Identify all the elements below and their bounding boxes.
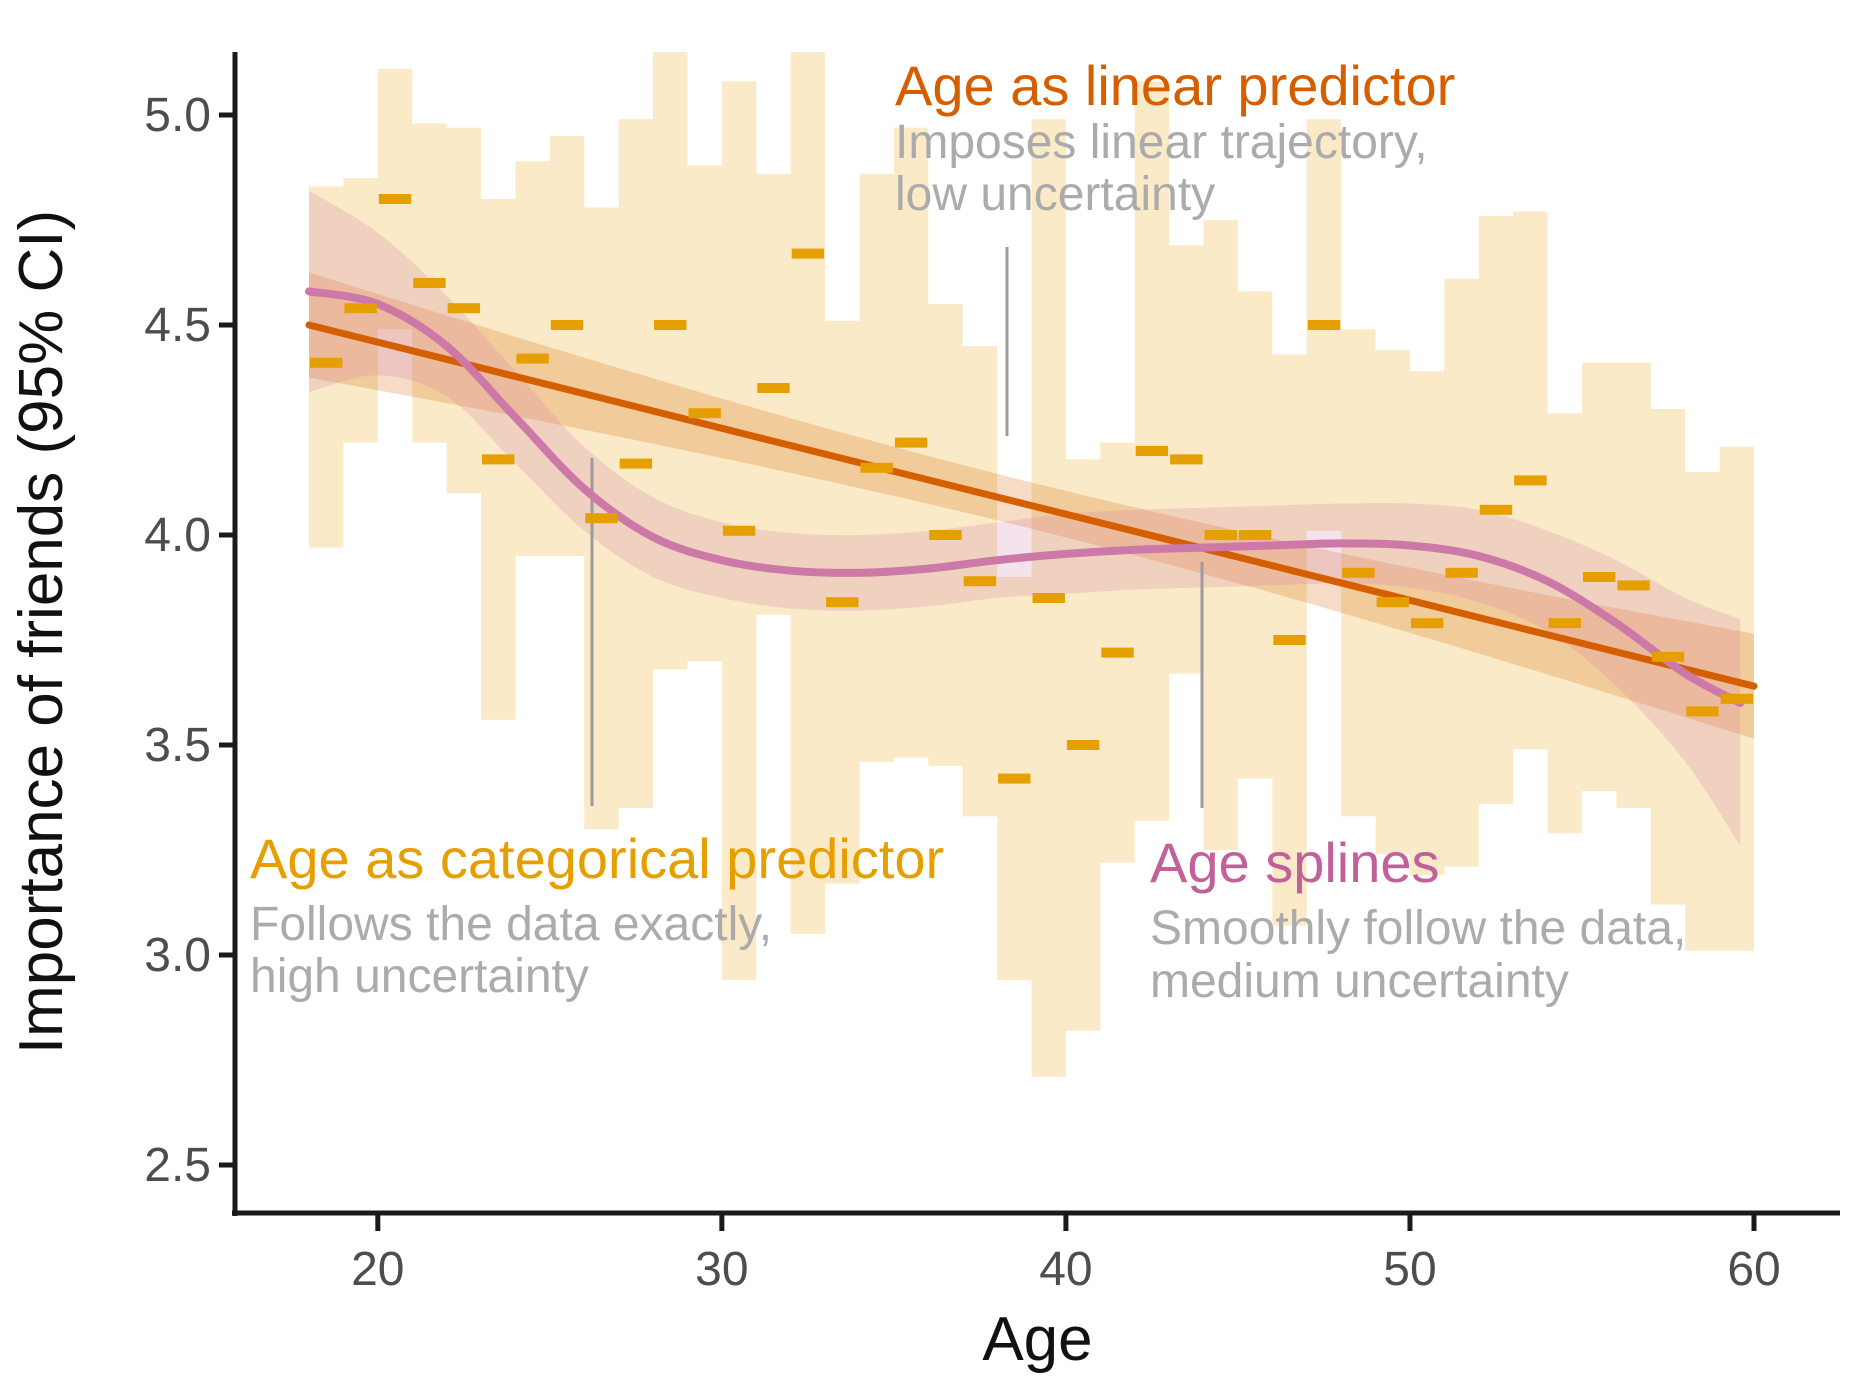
mean-dash [447, 303, 481, 314]
mean-dash [378, 194, 412, 204]
mean-dash [1307, 320, 1341, 330]
mean-dash [1720, 693, 1754, 704]
mean-dash [1101, 647, 1134, 658]
x-axis-title: Age [982, 1305, 1092, 1374]
mean-dash [688, 408, 721, 419]
mean-dash [1582, 572, 1616, 582]
mean-dash [998, 773, 1031, 784]
annotation-subtitle-categorical-2: high uncertainty [250, 950, 589, 1003]
mean-dash [1514, 475, 1547, 486]
y-tick-label: 2.5 [144, 1139, 211, 1192]
mean-dash [1410, 618, 1444, 629]
mean-dash [1445, 567, 1478, 578]
mean-dash [826, 597, 859, 608]
mean-dash [516, 353, 549, 364]
linear-fit-line [305, 321, 1758, 690]
y-tick-label: 3.0 [144, 929, 211, 982]
annotation-subtitle-categorical-1: Follows the data exactly, [250, 898, 772, 951]
mean-dash [344, 303, 377, 314]
y-tick-label: 4.5 [144, 299, 211, 352]
mean-dash [1204, 530, 1237, 540]
mean-dash [310, 357, 343, 368]
ci-band [756, 173, 791, 615]
y-tick-label: 5.0 [144, 89, 211, 142]
y-tick-label: 3.5 [144, 719, 211, 772]
mean-dash [860, 462, 893, 473]
ci-band [790, 52, 826, 934]
mean-dash [1617, 580, 1650, 591]
mean-dash [1548, 618, 1581, 629]
mean-dash [654, 320, 687, 330]
mean-dash [1135, 446, 1169, 456]
mean-dash [1651, 651, 1685, 662]
y-axis-title: Importance of friends (95% CI) [7, 210, 76, 1054]
mean-dash [1032, 593, 1065, 603]
annotation-title-linear: Age as linear predictor [895, 54, 1455, 117]
x-tick-label: 30 [695, 1243, 748, 1296]
mean-dash [1066, 740, 1100, 750]
annotation-title-splines: Age splines [1150, 831, 1440, 894]
mean-dash [482, 454, 515, 465]
x-tick-label: 40 [1039, 1243, 1092, 1296]
ci-band [653, 52, 688, 670]
mean-dash [929, 530, 962, 540]
mean-dash [963, 576, 997, 587]
mean-dash [1686, 706, 1719, 717]
mean-dash [1376, 597, 1409, 608]
mean-dash [1479, 504, 1513, 515]
mean-dash [757, 383, 790, 393]
mean-dash [1238, 530, 1272, 540]
mean-dash [550, 320, 584, 330]
annotation-title-categorical: Age as categorical predictor [250, 827, 944, 890]
x-tick-label: 60 [1727, 1243, 1780, 1296]
annotation-subtitle-splines-2: medium uncertainty [1150, 955, 1569, 1008]
mean-dash [722, 525, 756, 536]
mean-dash [791, 248, 825, 259]
annotation-subtitle-linear-1: Imposes linear trajectory, [895, 116, 1428, 169]
mean-dash [585, 513, 618, 524]
spline-fit-line [305, 287, 1745, 707]
x-tick-label: 50 [1383, 1243, 1436, 1296]
mean-dash [894, 437, 928, 448]
x-tick-label: 20 [351, 1243, 404, 1296]
mean-dash [1170, 454, 1203, 465]
mean-dash [619, 458, 653, 469]
mean-dash [413, 278, 446, 288]
y-tick-label: 4.0 [144, 509, 211, 562]
annotation-subtitle-splines-1: Smoothly follow the data, [1150, 902, 1686, 955]
mean-dash [1273, 635, 1306, 645]
annotation-subtitle-linear-2: low uncertainty [895, 168, 1215, 221]
mean-dash [1342, 567, 1375, 578]
